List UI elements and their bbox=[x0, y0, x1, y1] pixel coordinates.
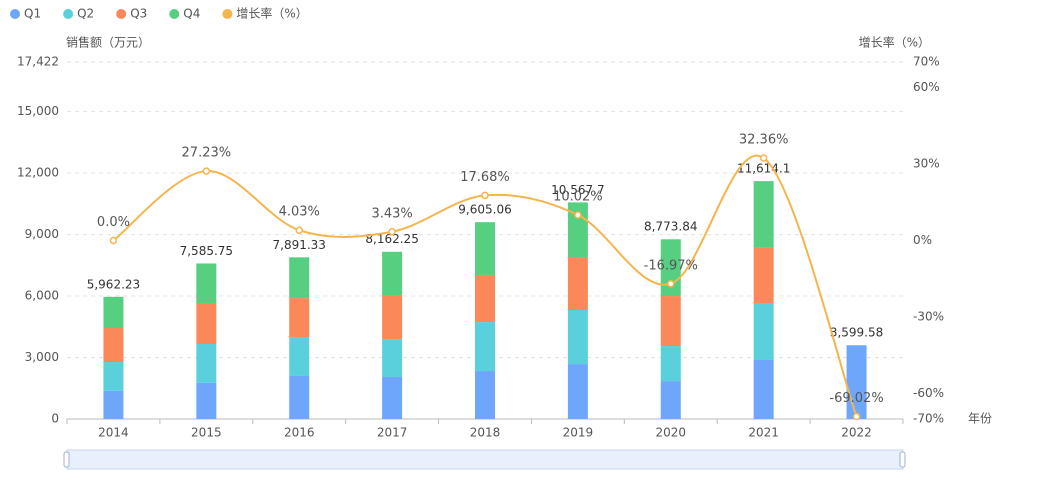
bar-segment bbox=[660, 296, 681, 347]
y-tick-label: 0 bbox=[51, 412, 59, 426]
growth-point bbox=[852, 412, 861, 421]
y-tick-label: 3,000 bbox=[25, 350, 59, 364]
bar-segment bbox=[753, 359, 774, 419]
y2-tick-label: 0% bbox=[913, 233, 932, 247]
total-label: 8,773.84 bbox=[644, 220, 697, 234]
legend-marker bbox=[63, 9, 74, 19]
bar-segment bbox=[289, 257, 310, 299]
zoom-slider[interactable] bbox=[66, 449, 904, 470]
total-label: 7,891.33 bbox=[273, 238, 326, 252]
y-tick-label: 12,000 bbox=[17, 166, 59, 180]
total-label: 11,614.1 bbox=[737, 162, 790, 176]
bar-segment bbox=[753, 303, 774, 360]
x-tick-label: 2019 bbox=[563, 426, 594, 440]
growth-point bbox=[481, 191, 489, 200]
slider-handle[interactable] bbox=[899, 451, 906, 468]
bar-segment bbox=[846, 345, 867, 419]
y2-tick-label: 60% bbox=[913, 80, 940, 94]
y-tick-label: 17,422 bbox=[17, 55, 59, 69]
bar-segment bbox=[103, 390, 124, 419]
legend-marker bbox=[116, 9, 127, 19]
bar-segment bbox=[196, 382, 217, 419]
growth-label: 0.0% bbox=[97, 215, 130, 230]
total-label: 3,599.58 bbox=[830, 326, 883, 340]
total-label: 10,567.7 bbox=[551, 183, 604, 197]
growth-point bbox=[759, 154, 768, 162]
bar-segment bbox=[753, 181, 774, 248]
y2-tick-label: 30% bbox=[913, 157, 940, 171]
bar-segment bbox=[567, 257, 588, 310]
x-tick-label: 2021 bbox=[748, 426, 779, 440]
x-tick-label: 2016 bbox=[284, 426, 315, 440]
bar-segment bbox=[475, 322, 495, 372]
y-tick-label: 9,000 bbox=[25, 227, 59, 241]
growth-point bbox=[388, 228, 396, 236]
x-tick-label: 2018 bbox=[470, 426, 501, 440]
growth-label: -16.97% bbox=[644, 258, 698, 273]
bar-segment bbox=[196, 303, 217, 345]
growth-label: 4.03% bbox=[279, 205, 320, 220]
bar-segment bbox=[382, 295, 403, 340]
bar-segment bbox=[382, 251, 403, 296]
legend-marker bbox=[169, 9, 180, 19]
legend-marker bbox=[222, 9, 233, 19]
growth-point bbox=[574, 211, 582, 219]
total-label: 9,605.06 bbox=[458, 203, 511, 217]
bar-segment bbox=[567, 202, 588, 258]
growth-label: 3.43% bbox=[371, 206, 412, 221]
total-label: 5,962.23 bbox=[87, 277, 140, 291]
total-label: 7,585.75 bbox=[180, 244, 233, 258]
x-tick-label: 2022 bbox=[841, 426, 872, 440]
x-tick-label: 2014 bbox=[98, 426, 129, 440]
x-tick-label: 2020 bbox=[656, 426, 687, 440]
bar-segment bbox=[475, 222, 495, 275]
bar-segment bbox=[103, 362, 124, 391]
legend-label: Q4 bbox=[183, 7, 200, 21]
y2-tick-label: -30% bbox=[913, 310, 944, 324]
bar-segment bbox=[382, 339, 403, 377]
growth-point bbox=[109, 236, 118, 245]
bar-segment bbox=[567, 364, 588, 419]
y2-tick-label: 70% bbox=[913, 55, 940, 69]
bar-segment bbox=[382, 376, 403, 419]
bar-segment bbox=[289, 337, 310, 376]
bar-segment bbox=[196, 344, 217, 383]
bar-segment bbox=[103, 296, 124, 329]
y-tick-label: 6,000 bbox=[25, 289, 59, 303]
growth-point bbox=[667, 280, 675, 288]
bar-segment bbox=[289, 375, 310, 419]
growth-label: -69.02% bbox=[829, 391, 883, 406]
bar-segment bbox=[475, 274, 495, 323]
bar-segment bbox=[660, 381, 681, 419]
growth-label: 27.23% bbox=[182, 146, 232, 161]
legend-marker bbox=[10, 9, 20, 19]
legend-label: Q2 bbox=[77, 7, 94, 21]
x-tick-label: 2015 bbox=[191, 426, 222, 440]
bar-segment bbox=[289, 298, 310, 338]
y2-axis-title: 增长率（%） bbox=[859, 35, 930, 50]
x-axis-title: 年份 bbox=[968, 412, 992, 426]
bar-segment bbox=[196, 263, 217, 304]
y2-tick-label: -70% bbox=[913, 412, 944, 426]
growth-point bbox=[202, 167, 211, 175]
x-tick-label: 2017 bbox=[377, 426, 408, 440]
growth-label: 17.68% bbox=[460, 170, 510, 185]
legend-label: 增长率（%） bbox=[236, 6, 307, 21]
legend-label: Q3 bbox=[130, 7, 147, 21]
y-tick-label: 15,000 bbox=[17, 104, 59, 118]
y2-tick-label: -60% bbox=[913, 386, 944, 400]
growth-label: 10.02% bbox=[553, 189, 603, 204]
slider-handle[interactable] bbox=[63, 451, 70, 468]
bar-segment bbox=[753, 247, 774, 304]
bar-segment bbox=[475, 371, 495, 419]
growth-label: 32.36% bbox=[739, 132, 789, 147]
bar-segment bbox=[103, 328, 124, 363]
growth-point bbox=[295, 226, 303, 234]
bar-segment bbox=[567, 309, 588, 365]
bar-segment bbox=[660, 346, 681, 382]
legend-label: Q1 bbox=[24, 7, 41, 21]
total-label: 8,162.25 bbox=[365, 232, 418, 246]
y-axis-title: 销售额（万元） bbox=[66, 35, 150, 50]
